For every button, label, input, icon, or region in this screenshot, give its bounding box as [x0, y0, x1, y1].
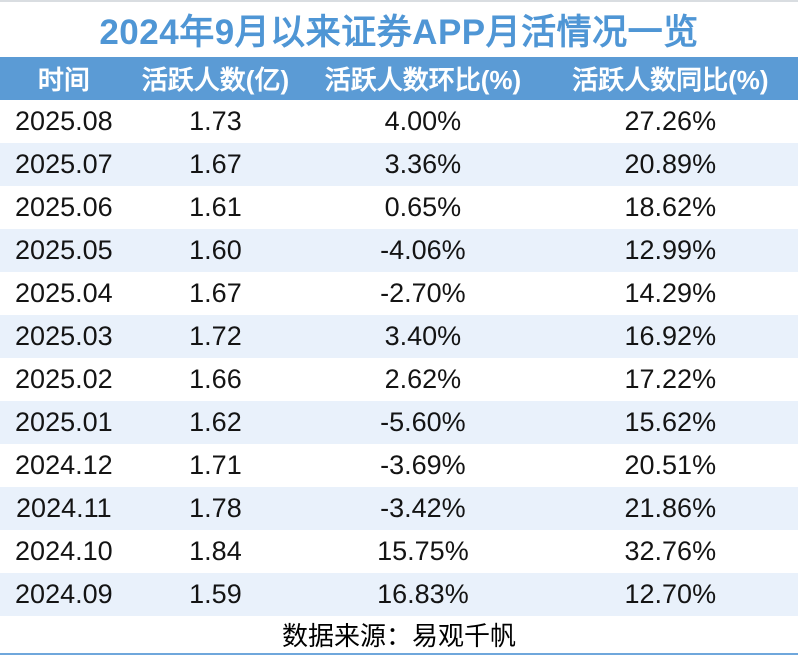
column-header-yoy-change: 活跃人数同比(%) [572, 65, 769, 95]
cell-mom: 3.36% [384, 149, 462, 179]
table-row: 2025.03 1.72 3.40% 16.92% [0, 315, 798, 358]
table-row: 2024.11 1.78 -3.42% 21.86% [0, 487, 798, 530]
cell-mom: 15.75% [377, 536, 469, 566]
cell-mau: 1.73 [189, 106, 242, 136]
cell-yoy: 17.22% [624, 364, 717, 394]
cell-date: 2024.11 [16, 493, 112, 523]
column-header-time: 时间 [37, 65, 90, 95]
cell-mom: -3.69% [380, 450, 466, 480]
table-row: 2024.09 1.59 16.83% 12.70% [0, 573, 798, 616]
cell-mau: 1.66 [189, 364, 242, 394]
column-header-active-users: 活跃人数(亿) [141, 65, 290, 95]
cell-mom: 16.83% [377, 579, 469, 609]
cell-mau: 1.59 [189, 579, 242, 609]
cell-yoy: 15.62% [624, 407, 717, 437]
cell-date: 2025.06 [15, 192, 113, 222]
cell-yoy: 32.76% [624, 536, 717, 566]
cell-mau: 1.60 [189, 235, 242, 265]
cell-mau: 1.84 [189, 536, 242, 566]
table-body: 2025.08 1.73 4.00% 27.26% 2025.07 1.67 3… [0, 100, 798, 616]
cell-date: 2024.09 [15, 579, 113, 609]
cell-date: 2024.12 [15, 450, 113, 480]
cell-yoy: 21.86% [624, 493, 717, 523]
cell-date: 2025.08 [15, 106, 113, 136]
cell-mom: 3.40% [384, 321, 462, 351]
cell-date: 2025.02 [15, 364, 113, 394]
cell-mau: 1.67 [189, 278, 242, 308]
cell-yoy: 18.62% [624, 192, 717, 222]
cell-mom: -2.70% [380, 278, 466, 308]
cell-yoy: 20.89% [624, 149, 717, 179]
cell-yoy: 14.29% [624, 278, 717, 308]
cell-mau: 1.71 [189, 450, 242, 480]
cell-date: 2025.01 [15, 407, 113, 437]
cell-date: 2025.03 [15, 321, 113, 351]
cell-yoy: 27.26% [624, 106, 717, 136]
table-row: 2024.12 1.71 -3.69% 20.51% [0, 444, 798, 487]
table-row: 2025.04 1.67 -2.70% 14.29% [0, 272, 798, 315]
cell-mau: 1.67 [189, 149, 242, 179]
cell-mom: 2.62% [384, 364, 462, 394]
cell-mau: 1.62 [189, 407, 242, 437]
column-header-mom-change: 活跃人数环比(%) [324, 65, 522, 95]
cell-yoy: 16.92% [624, 321, 717, 351]
cell-mau: 1.78 [189, 493, 242, 523]
cell-yoy: 20.51% [624, 450, 717, 480]
cell-date: 2025.05 [15, 235, 113, 265]
cell-mau: 1.72 [189, 321, 242, 351]
table-row: 2024.10 1.84 15.75% 32.76% [0, 530, 798, 573]
cell-mom: -3.42% [380, 493, 466, 523]
cell-yoy: 12.70% [624, 579, 717, 609]
table-header-row: 时间 活跃人数(亿) 活跃人数环比(%) 活跃人数同比(%) [0, 57, 798, 100]
table-row: 2025.02 1.66 2.62% 17.22% [0, 358, 798, 401]
cell-mau: 1.61 [189, 192, 242, 222]
table-row: 2025.08 1.73 4.00% 27.26% [0, 100, 798, 143]
cell-date: 2025.07 [15, 149, 113, 179]
table-row: 2025.07 1.67 3.36% 20.89% [0, 143, 798, 186]
page-title: 2024年9月以来证券APP月活情况一览 [99, 13, 699, 52]
bottom-accent-line [0, 653, 798, 655]
cell-yoy: 12.99% [624, 235, 717, 265]
cell-date: 2025.04 [15, 278, 113, 308]
data-source-note: 数据来源：易观千帆 [281, 621, 516, 651]
table-row: 2025.05 1.60 -4.06% 12.99% [0, 229, 798, 272]
cell-mom: 4.00% [384, 106, 462, 136]
cell-mom: -4.06% [380, 235, 466, 265]
cell-mom: 0.65% [384, 192, 462, 222]
table-row: 2025.06 1.61 0.65% 18.62% [0, 186, 798, 229]
table-row: 2025.01 1.62 -5.60% 15.62% [0, 401, 798, 444]
cell-date: 2024.10 [15, 536, 113, 566]
cell-mom: -5.60% [380, 407, 466, 437]
